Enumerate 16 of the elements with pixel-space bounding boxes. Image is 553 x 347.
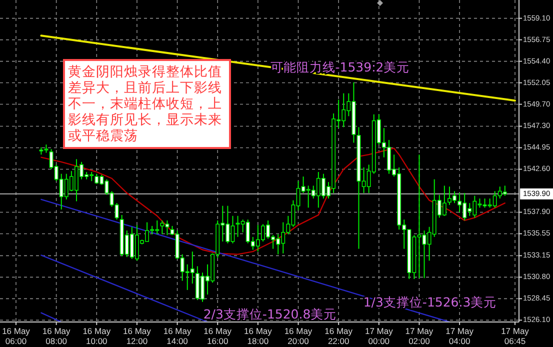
x-tick-label: 17 May 06:45 [501, 326, 530, 346]
x-tick-label: 17 May 00:00 [364, 326, 394, 346]
x-tick-label: 16 May 12:00 [123, 326, 152, 346]
x-tick-label: 17 May 04:00 [446, 326, 474, 346]
x-tick-label: 16 May 08:00 [42, 326, 72, 346]
x-tick-label: 16 May 16:00 [204, 326, 232, 346]
x-tick-label: 16 May 06:00 [2, 326, 31, 346]
x-tick-label: 16 May 18:00 [244, 326, 273, 346]
x-tick-label: 17 May 02:00 [405, 326, 434, 346]
line-series [40, 148, 506, 255]
x-tick-label: 16 May 14:00 [163, 326, 192, 346]
x-tick-label: 16 May 10:00 [82, 326, 112, 346]
x-tick-label: 16 May 22:00 [324, 326, 354, 346]
annotation: 2/3支撑位-1520.8美元 [203, 306, 337, 322]
annotation: 黄金阴阳烛录得整体比值差异大，且前后上下影线不一，末端柱体收短，上影线有所见长，显示未来或平稳震荡 [68, 64, 222, 144]
x-tick-label: 16 May 20:00 [284, 326, 313, 346]
